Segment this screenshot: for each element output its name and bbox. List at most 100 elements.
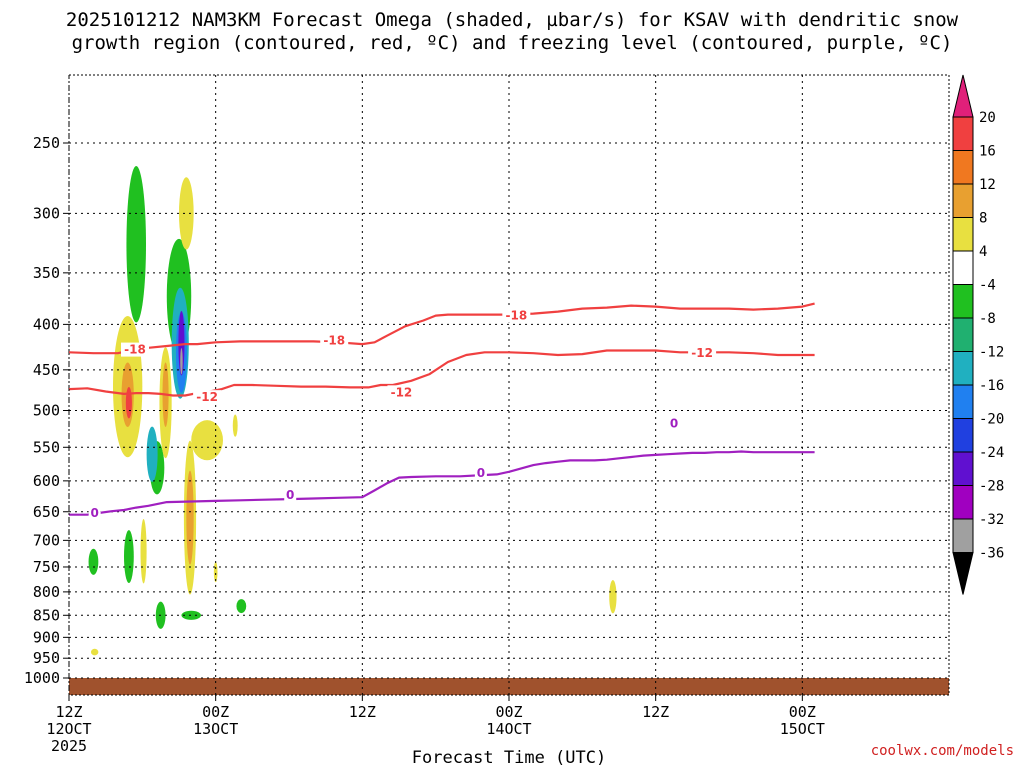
x-tick-label-0-3: 2025 [51,737,87,755]
y-tick-label-300: 300 [33,204,60,222]
contour-label-2-2: 0 [477,466,485,480]
contour-label-2-3: 0 [670,416,678,430]
colorbar-label-10: -24 [979,445,1004,461]
y-tick-label-950: 950 [33,649,60,667]
plot-frame [68,74,950,696]
y-tick-label-800: 800 [33,583,60,601]
y-tick-label-250: 250 [33,134,60,152]
colorbar-box-3 [952,183,974,218]
colorbar-bottom-triangle [952,552,974,595]
omega-area-16 [191,420,223,461]
colorbar: 20 16 12 8 4 -4 -8 -12 -16 -20 -24 -28 -32 -36 [952,74,1004,595]
colorbar-label-5: -4 [979,278,996,294]
colorbar-box-1 [952,116,974,151]
contour-label-bg-1-2 [688,346,717,361]
x-tick-label-24-1: 12Z [349,703,376,721]
colorbar-box-9 [952,384,974,419]
colorbar-box-10 [952,418,974,453]
colorbar-box-7 [952,317,974,352]
omega-area-12 [180,348,183,375]
contour-label-bg-1-0 [193,390,222,405]
contour-label-1-2: -12 [691,346,713,360]
colorbar-label-8: -16 [979,378,1004,394]
contour-label-bg-1-1 [387,385,416,400]
y-tick-label-1000: 1000 [24,669,60,687]
omega-area-18 [140,518,147,584]
x-tick-label-36-2: 14OCT [486,720,531,738]
omega-area-0 [126,166,146,323]
colorbar-box-13 [952,518,974,553]
omega-area-6 [181,610,202,620]
y-tick-label-850: 850 [33,606,60,624]
colorbar-box-5 [952,250,974,285]
x-tick-label-12-1: 00Z [202,703,229,721]
chart-title-line2: growth region (contoured, red, ºC) and f… [71,32,953,54]
colorbar-box-12 [952,485,974,520]
omega-area-3 [124,530,134,584]
contour-label-bg-0-1 [320,333,349,348]
terrain-surface [69,678,949,695]
contour-label-0-0: -18 [124,343,146,357]
colorbar-box-11 [952,451,974,486]
omega-area-22 [609,579,617,614]
colorbar-label-1: 16 [979,144,996,160]
colorbar-label-12: -32 [979,512,1004,528]
grid-lines [68,75,949,695]
contour-label-bg-2-0 [88,505,101,520]
omega-area-9 [146,426,158,482]
colorbar-label-0: 20 [979,110,996,126]
x-tick-label-0-1: 12Z [55,703,82,721]
x-axis-title: Forecast Time (UTC) [412,748,606,768]
colorbar-label-2: 12 [979,177,996,193]
colorbar-box-2 [952,150,974,185]
contour-0 [69,302,815,355]
temperature-contours: -18 -18 -18 -12 -12 -12 0 0 0 0 [69,302,815,520]
contour-label-1-1: -12 [391,385,413,399]
contour-2 [69,450,815,516]
y-tick-label-400: 400 [33,315,60,333]
colorbar-label-4: 4 [979,244,987,260]
y-tick-label-900: 900 [33,628,60,646]
colorbar-label-3: 8 [979,211,987,227]
contour-label-0-1: -18 [323,333,345,347]
x-tick-label-60-2: 15OCT [780,720,825,738]
omega-area-24 [186,470,194,565]
omega-area-11 [178,310,185,376]
y-tick-label-550: 550 [33,438,60,456]
contour-label-bg-2-3 [668,416,680,431]
y-tick-label-650: 650 [33,503,60,521]
colorbar-box-4 [952,217,974,252]
colorbar-top-triangle [952,74,974,118]
x-tick-label-12-2: 13OCT [193,720,238,738]
x-tick-label-36-1: 00Z [495,703,522,721]
y-tick-label-500: 500 [33,402,60,420]
omega-area-26 [125,386,132,419]
colorbar-label-7: -12 [979,345,1004,361]
colorbar-label-6: -8 [979,311,996,327]
y-tick-label-600: 600 [33,472,60,490]
credit-text: coolwx.com/models [871,743,1014,759]
contour-label-bg-0-2 [502,308,531,323]
contour-label-bg-2-1 [284,487,297,502]
contour-label-1-0: -12 [196,390,218,404]
y-tick-label-750: 750 [33,558,60,576]
x-tick-label-48-1: 12Z [642,703,669,721]
y-tick-label-450: 450 [33,361,60,379]
contour-label-2-1: 0 [286,488,294,502]
contour-label-2-0: 0 [90,506,98,520]
colorbar-box-8 [952,351,974,386]
contour-1 [69,349,815,397]
colorbar-label-11: -28 [979,479,1004,495]
x-tick-label-0-2: 12OCT [46,720,91,738]
colorbar-label-13: -36 [979,546,1004,562]
x-tick-label-60-1: 00Z [789,703,816,721]
y-axis: 250 300 350 400 450 500 550 600 650 700 750 800 850 9… [24,134,69,687]
contour-label-bg-2-2 [474,466,487,481]
chart-title-line1: 2025101212 NAM3KM Forecast Omega (shaded… [65,9,959,31]
contour-label-bg-0-0 [121,342,149,357]
omega-area-19 [232,414,238,437]
omega-area-7 [236,599,247,614]
omega-shading [88,166,617,656]
